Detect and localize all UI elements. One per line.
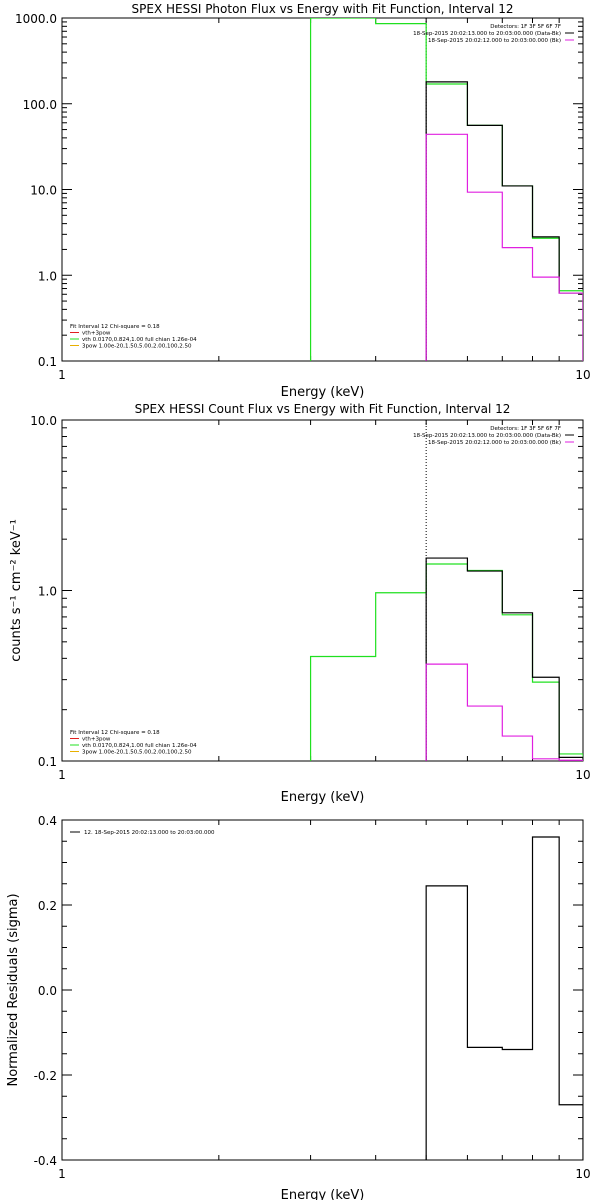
data-layer bbox=[425, 836, 583, 1160]
y-tick-label: 1000.0 bbox=[15, 12, 57, 26]
plot-frame bbox=[61, 419, 584, 762]
chart-title: SPEX HESSI Photon Flux vs Energy with Fi… bbox=[132, 2, 514, 16]
fit-summary: Fit Interval 12 Chi-square = 0.18 bbox=[70, 730, 160, 736]
x-tick-label: 1 bbox=[58, 768, 66, 782]
fit-histogram bbox=[309, 18, 583, 361]
info-legend-entry: 18-Sep-2015 20:02:13.000 to 20:03:00.000… bbox=[413, 433, 561, 439]
plot-frame bbox=[61, 819, 584, 1161]
data-layer bbox=[309, 557, 583, 761]
y-tick-label: 0.4 bbox=[38, 814, 57, 828]
y-tick-label: 10.0 bbox=[30, 414, 57, 428]
fit-legend-entry: 3pow 1.00e-20,1.50,5.00,2.00,100,2.50 bbox=[82, 344, 192, 350]
plot-frame bbox=[61, 17, 584, 362]
background-histogram bbox=[425, 133, 583, 361]
fit-legend-entry: vth+3pow bbox=[82, 737, 111, 743]
chart-panel-2: 1 10 0.1 1.0 10.0 SPEX HESSI Count Flux vs En… bbox=[9, 402, 591, 805]
x-axis-label: Energy (keV) bbox=[281, 790, 365, 805]
y-tick-label: 1.0 bbox=[38, 269, 57, 283]
chart-panel-1: 1 10 0.1 1.0 10.0 100.0 1000.0 SPEX HESSI Photo… bbox=[15, 2, 591, 400]
y-tick-label: 0.1 bbox=[38, 355, 57, 369]
y-tick-label: -0.2 bbox=[34, 1069, 57, 1083]
y-tick-label: 10.0 bbox=[30, 184, 57, 198]
y-tick-label: 0.2 bbox=[38, 899, 57, 913]
fit-summary: Fit Interval 12 Chi-square = 0.18 bbox=[70, 324, 160, 330]
legend-entry: 12. 18-Sep-2015 20:02:13.000 to 20:03:00… bbox=[84, 830, 215, 836]
fit-legend-entry: vth 0.0170,0.824,1.00 full chian 1.26e-0… bbox=[82, 337, 197, 343]
info-legend-entry: 18-Sep-2015 20:02:13.000 to 20:03:00.000… bbox=[413, 31, 561, 37]
y-tick-label: 0.0 bbox=[38, 984, 57, 998]
data-layer bbox=[309, 18, 583, 361]
y-tick-label: -0.4 bbox=[34, 1154, 57, 1168]
chart-title: SPEX HESSI Count Flux vs Energy with Fit… bbox=[135, 402, 511, 416]
y-tick-label: 0.1 bbox=[38, 755, 57, 769]
x-tick-label: 10 bbox=[575, 368, 590, 382]
chart-panel-3: 1 10 -0.4 -0.2 0.0 0.2 0.4 Energy (keV) Normaliz… bbox=[6, 814, 591, 1200]
x-tick-label: 10 bbox=[575, 768, 590, 782]
x-axis-label: Energy (keV) bbox=[281, 1188, 365, 1200]
y-axis-label: Normalized Residuals (sigma) bbox=[6, 893, 21, 1086]
x-tick-label: 1 bbox=[58, 1167, 66, 1181]
detectors-label: Detectors: 1F 3F 5F 6F 7F bbox=[490, 426, 561, 432]
y-axis-label: counts s⁻¹ cm⁻² keV⁻¹ bbox=[9, 519, 24, 662]
fit-histogram bbox=[309, 563, 583, 761]
info-legend-entry: 18-Sep-2015 20:02:12.000 to 20:03:00.000… bbox=[428, 38, 561, 44]
y-tick-label: 1.0 bbox=[38, 585, 57, 599]
data-histogram bbox=[425, 836, 583, 1160]
background-histogram bbox=[425, 663, 583, 761]
x-axis-label: Energy (keV) bbox=[281, 385, 365, 400]
x-tick-label: 10 bbox=[575, 1167, 590, 1181]
detectors-label: Detectors: 1F 3F 5F 6F 7F bbox=[490, 24, 561, 30]
info-legend-entry: 18-Sep-2015 20:02:12.000 to 20:03:00.000… bbox=[428, 440, 561, 446]
fit-legend-entry: vth+3pow bbox=[82, 331, 111, 337]
fit-legend-entry: vth 0.0170,0.824,1.00 full chian 1.26e-0… bbox=[82, 743, 197, 749]
x-tick-label: 1 bbox=[58, 368, 66, 382]
data-histogram bbox=[425, 81, 583, 361]
data-histogram bbox=[425, 557, 583, 761]
fit-legend-entry: 3pow 1.00e-20,1.50,5.00,2.00,100,2.50 bbox=[82, 750, 192, 756]
y-tick-label: 100.0 bbox=[23, 98, 57, 112]
